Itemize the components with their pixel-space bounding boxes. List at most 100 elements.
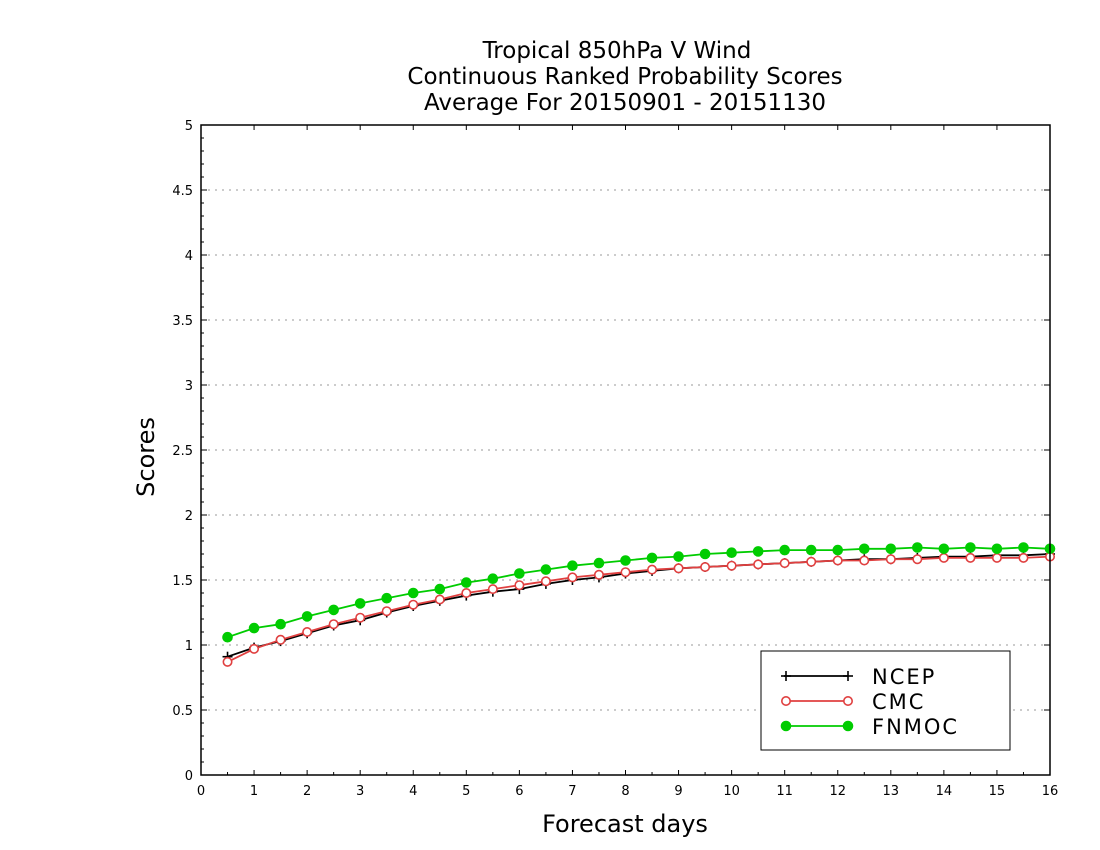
data-point-fnmoc (514, 568, 525, 579)
title-line-3: Average For 20150901 - 20151130 (424, 90, 826, 116)
x-tick-label: 16 (1042, 784, 1059, 799)
data-point-fnmoc (328, 604, 339, 616)
data-point-fnmoc (885, 543, 897, 555)
data-point-fnmoc (912, 542, 923, 553)
data-point-cmc (991, 552, 1002, 563)
data-point-fnmoc (646, 552, 658, 564)
x-tick-label: 6 (515, 784, 523, 799)
data-point-cmc (620, 567, 631, 578)
data-point-cmc (832, 555, 843, 566)
title-line-1: Tropical 850hPa V Wind (482, 38, 752, 64)
data-point-fnmoc (991, 543, 1003, 555)
data-point-fnmoc (434, 583, 446, 595)
data-point-cmc (355, 612, 366, 623)
legend-marker-end (843, 671, 853, 681)
data-point-cmc (222, 656, 233, 667)
y-tick-label: 4.5 (172, 184, 193, 199)
x-tick-label: 1 (250, 784, 258, 799)
x-tick-label: 13 (883, 784, 900, 799)
legend-item-cmc: CMC (780, 690, 923, 714)
y-tick-label: 0 (185, 769, 193, 784)
data-point-cmc (275, 634, 286, 645)
data-point-fnmoc (461, 577, 472, 588)
data-point-fnmoc (407, 587, 419, 599)
x-tick-label: 11 (776, 784, 793, 799)
data-point-fnmoc (752, 546, 764, 557)
data-point-fnmoc (354, 598, 366, 609)
data-point-cmc (302, 626, 313, 637)
y-tick-label: 4 (185, 249, 193, 264)
data-point-fnmoc (779, 544, 790, 556)
x-axis-label: Forecast days (542, 810, 708, 838)
data-point-cmc (540, 576, 551, 587)
data-point-cmc (434, 594, 445, 605)
legend-marker-end (842, 720, 854, 732)
data-point-cmc (249, 643, 260, 654)
x-tick-label: 3 (356, 784, 364, 799)
data-point-cmc (806, 556, 817, 567)
y-axis: 0 0.5 1 1.5 2 2.5 3 3.5 4 4.5 5 (172, 119, 1050, 784)
legend-item-ncep: NCEP (781, 665, 936, 689)
title-line-2: Continuous Ranked Probability Scores (407, 64, 842, 90)
data-point-fnmoc (938, 543, 950, 555)
data-point-fnmoc (381, 592, 393, 604)
data-point-cmc (885, 554, 896, 565)
data-point-cmc (487, 584, 498, 595)
x-tick-label: 9 (674, 784, 682, 799)
series-fnmoc (222, 542, 1056, 643)
data-point-cmc (726, 560, 737, 571)
data-point-fnmoc (540, 564, 552, 575)
data-point-fnmoc (726, 547, 737, 559)
x-tick-label: 12 (829, 784, 846, 799)
data-point-cmc (514, 580, 525, 591)
data-point-fnmoc (832, 544, 844, 556)
y-axis-label: Scores (132, 417, 160, 497)
y-tick-label: 3.5 (172, 314, 193, 329)
y-tick-label: 2.5 (172, 444, 193, 459)
x-axis: 0 1 2 3 4 5 6 7 8 9 10 11 12 13 14 15 16 (197, 125, 1058, 799)
data-point-fnmoc (248, 622, 260, 634)
data-point-cmc (381, 606, 392, 617)
series-line-fnmoc (227, 546, 1051, 639)
y-tick-label: 1 (185, 639, 193, 654)
data-point-cmc (753, 559, 764, 570)
data-point-cmc (700, 561, 711, 572)
legend-label-ncep: NCEP (872, 665, 936, 689)
x-tick-label: 7 (568, 784, 576, 799)
data-point-cmc (673, 563, 684, 574)
data-point-fnmoc (487, 573, 499, 585)
data-point-fnmoc (1018, 542, 1029, 553)
legend-item-fnmoc: FNMOC (780, 715, 959, 739)
data-point-fnmoc (567, 560, 578, 572)
data-point-cmc (912, 554, 923, 565)
data-point-fnmoc (965, 542, 976, 553)
y-tick-label: 0.5 (172, 704, 193, 719)
data-point-fnmoc (858, 543, 870, 555)
series-cmc (222, 551, 1056, 667)
data-point-cmc (647, 564, 658, 575)
legend-marker-start (780, 695, 791, 706)
x-tick-label: 14 (936, 784, 953, 799)
data-point-fnmoc (699, 548, 711, 560)
data-point-fnmoc (222, 631, 233, 643)
x-tick-label: 8 (621, 784, 629, 799)
legend-label-fnmoc: FNMOC (872, 715, 959, 739)
data-point-cmc (779, 558, 790, 569)
x-tick-label: 0 (197, 784, 205, 799)
y-tick-label: 2 (185, 509, 193, 524)
x-tick-label: 2 (303, 784, 311, 799)
data-point-fnmoc (593, 557, 605, 569)
y-tick-label: 5 (185, 119, 193, 134)
data-point-cmc (461, 587, 472, 598)
legend-marker-start (781, 671, 791, 681)
y-tick-label: 3 (185, 379, 193, 394)
x-tick-label: 10 (723, 784, 740, 799)
legend-marker-start (780, 720, 792, 732)
data-point-cmc (1018, 552, 1029, 563)
data-point-fnmoc (275, 618, 286, 630)
chart-title: Tropical 850hPa V Wind Continuous Ranked… (407, 38, 842, 116)
data-point-fnmoc (301, 611, 313, 622)
data-point-cmc (567, 572, 578, 583)
